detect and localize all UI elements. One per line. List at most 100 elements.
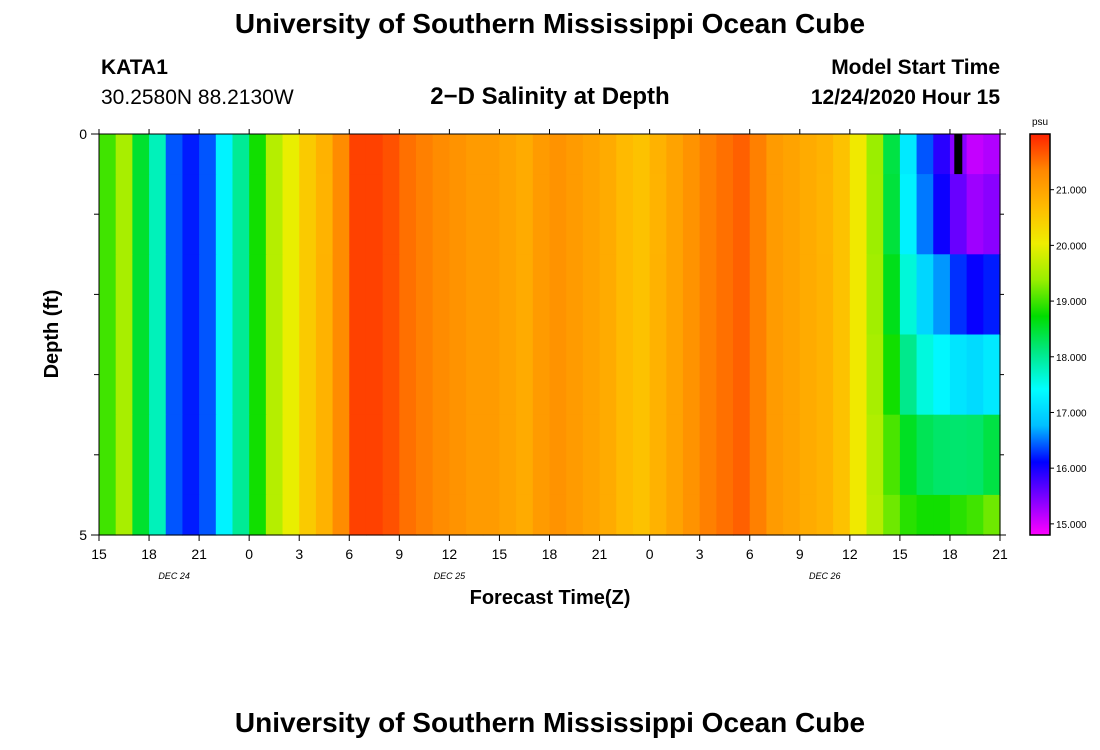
heatmap-cell: [766, 494, 784, 536]
y-tick-label: 0: [79, 126, 87, 142]
heatmap-cell: [816, 254, 834, 336]
heatmap-cell: [282, 414, 300, 496]
date-label: DEC 25: [434, 571, 467, 581]
heatmap-cell: [416, 174, 434, 255]
heatmap-cell: [265, 414, 284, 496]
heatmap-cell: [449, 414, 467, 496]
heatmap-cell: [833, 254, 851, 336]
heatmap-cell: [249, 414, 267, 496]
heatmap-cell: [582, 254, 601, 336]
heatmap-cell: [899, 414, 918, 496]
heatmap-cell: [682, 414, 701, 496]
heatmap-cell: [716, 334, 734, 416]
heatmap-cell: [516, 414, 534, 496]
heatmap-cell: [783, 494, 801, 536]
heatmap-cell: [816, 414, 834, 496]
heatmap-cell: [866, 414, 884, 496]
heatmap-cell: [299, 254, 317, 336]
heatmap-cell: [132, 254, 150, 336]
heatmap-cell: [516, 334, 534, 416]
heatmap-cell: [899, 494, 918, 536]
y-tick-label: 5: [79, 527, 87, 543]
colorbar-scale: [1029, 133, 1051, 536]
heatmap-cell: [949, 414, 968, 496]
heatmap-cell: [432, 174, 450, 255]
heatmap-cell: [966, 414, 984, 496]
heatmap-cell: [749, 174, 768, 255]
x-tick-label: 18: [141, 546, 157, 562]
heatmap-cell: [299, 494, 317, 536]
heatmap-cell: [599, 334, 617, 416]
heatmap-cell: [499, 414, 517, 496]
heatmap-cell: [165, 494, 184, 536]
heatmap-cell: [265, 134, 284, 175]
x-tick-label: 9: [796, 546, 804, 562]
heatmap-cell: [816, 174, 834, 255]
heatmap-cell: [783, 174, 801, 255]
heatmap-cell: [966, 134, 984, 175]
heatmap-cell: [866, 174, 884, 255]
heatmap-cell: [332, 334, 350, 416]
heatmap-cell: [482, 414, 501, 496]
heatmap-cell: [883, 174, 901, 255]
heatmap-cell: [265, 174, 284, 255]
heatmap-cell: [132, 334, 150, 416]
heatmap-cell: [966, 334, 984, 416]
x-tick-label: 21: [592, 546, 608, 562]
x-tick-label: 3: [696, 546, 704, 562]
date-label: DEC 26: [809, 571, 841, 581]
heatmap-cell: [432, 334, 450, 416]
heatmap-cell: [849, 134, 868, 175]
model-start-time: 12/24/2020 Hour 15: [810, 86, 1000, 109]
heatmap-cell: [199, 414, 217, 496]
heatmap-cell: [132, 174, 150, 255]
heatmap-cell: [582, 494, 601, 536]
heatmap-cell: [215, 494, 234, 536]
heatmap-cell: [115, 494, 133, 536]
heatmap-cell: [983, 134, 1001, 175]
heatmap-cell: [182, 494, 200, 536]
heatmap-cell: [299, 414, 317, 496]
heatmap-cell: [632, 414, 651, 496]
heatmap-cell: [582, 174, 601, 255]
heatmap-cell: [749, 414, 768, 496]
heatmap-cell: [165, 174, 184, 255]
heatmap-cell: [883, 134, 901, 175]
heatmap-cell: [549, 414, 567, 496]
heatmap-cell: [215, 414, 234, 496]
heatmap-cell: [349, 134, 367, 175]
heatmap-cell: [532, 134, 551, 175]
heatmap-cell: [232, 254, 250, 336]
heatmap-cell: [249, 174, 267, 255]
heatmap-cell: [232, 334, 250, 416]
heatmap-cell: [466, 494, 484, 536]
heatmap-cell: [332, 414, 350, 496]
heatmap-cell: [249, 254, 267, 336]
heatmap-cell: [783, 334, 801, 416]
heatmap-cell: [249, 134, 267, 175]
heatmap-cell: [149, 414, 167, 496]
heatmap-cell: [883, 414, 901, 496]
heatmap-cell: [616, 134, 634, 175]
x-tick-label: 15: [492, 546, 508, 562]
x-tick-label: 12: [842, 546, 858, 562]
heatmap-cell: [699, 254, 717, 336]
heatmap-cell: [783, 134, 801, 175]
heatmap-cell: [132, 414, 150, 496]
heatmap-cell: [849, 494, 868, 536]
colorbar-tick-label: 17.000: [1056, 408, 1087, 419]
heatmap-cell: [849, 414, 868, 496]
heatmap-cell: [149, 174, 167, 255]
model-start-label: Model Start Time: [831, 56, 1000, 79]
heatmap-cell: [466, 134, 484, 175]
heatmap-cell: [432, 134, 450, 175]
heatmap-cell: [182, 414, 200, 496]
footer-title: University of Southern Mississippi Ocean…: [234, 707, 866, 738]
heatmap-cell: [282, 254, 300, 336]
heatmap-cell: [799, 174, 818, 255]
heatmap-cell: [933, 134, 951, 175]
heatmap-cell: [416, 334, 434, 416]
colorbar-tick-label: 16.000: [1056, 464, 1087, 475]
heatmap-cell: [899, 254, 918, 336]
heatmap-cell: [349, 174, 367, 255]
